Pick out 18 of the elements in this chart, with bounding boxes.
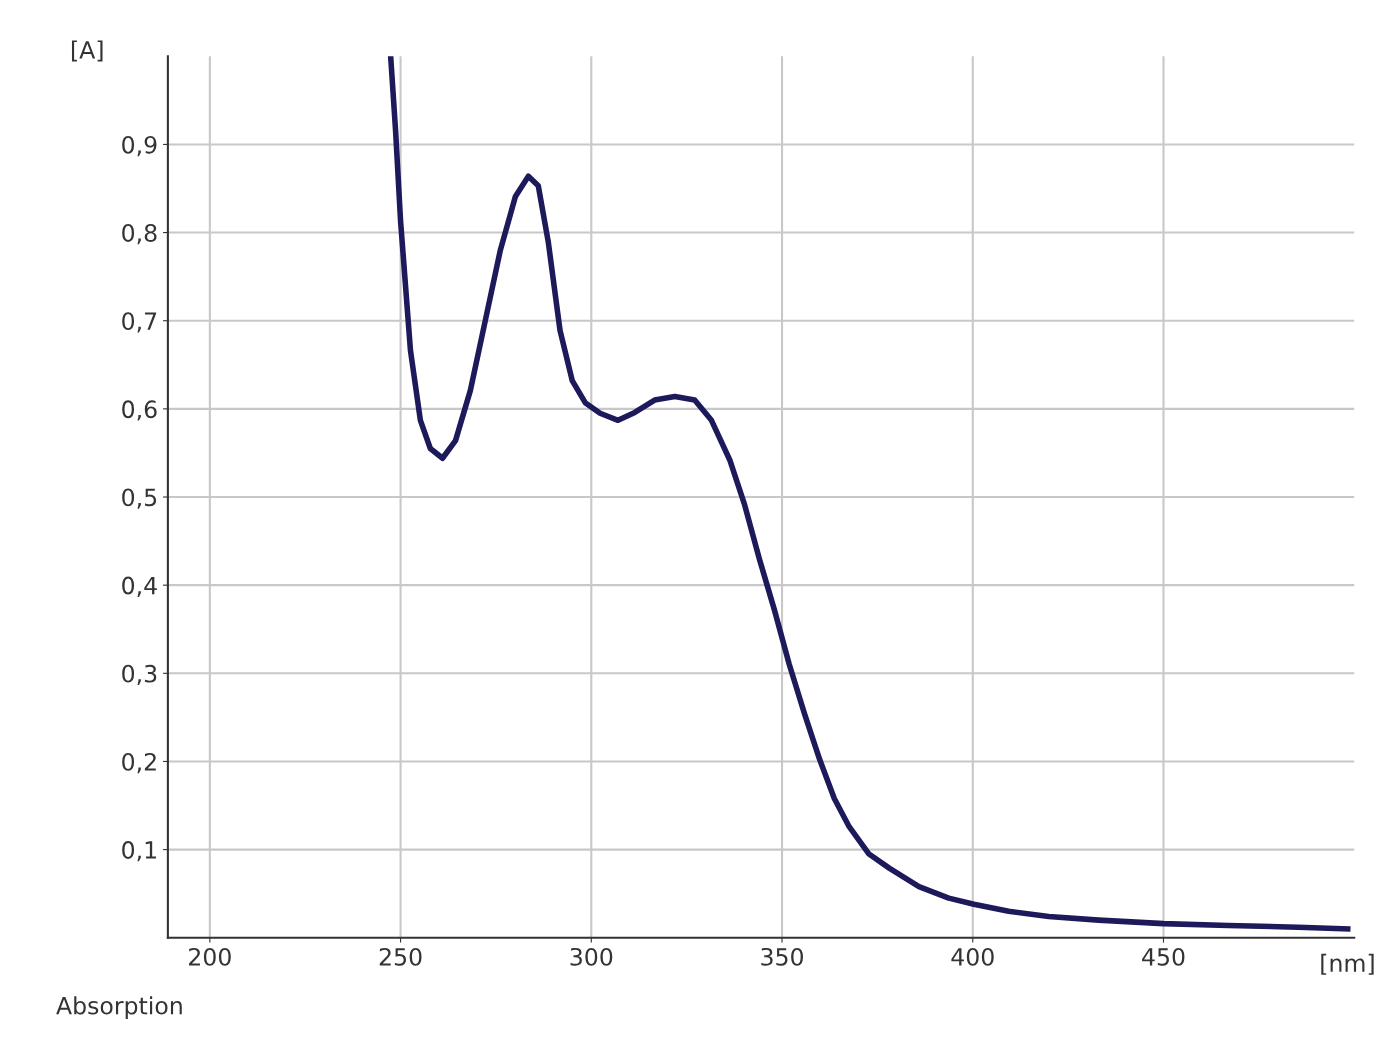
y-tick-label: 0,5 [122, 488, 157, 509]
y-tick-label: 0,3 [122, 664, 157, 686]
y-tick-label: 0,4 [122, 576, 157, 597]
y-tick-label: 0,6 [122, 400, 157, 421]
x-tick-label: 200 [189, 947, 231, 966]
y-tick-label: 0,9 [122, 135, 157, 157]
y-tick-label: 0,2 [122, 752, 156, 774]
x-tick-label: 300 [570, 947, 613, 966]
x-tick-label: 250 [379, 947, 422, 966]
y-tick-label: 0,8 [122, 224, 157, 245]
x-tick-label: 450 [1142, 947, 1185, 966]
y-axis-title: [A] [71, 40, 103, 62]
y-tick-label: 0,7 [122, 312, 157, 333]
x-axis-title: [nm] [1321, 953, 1374, 975]
x-tick-label: 350 [761, 947, 803, 966]
x-tick-label: 400 [951, 947, 994, 966]
y-tick-label: 0,1 [122, 841, 156, 862]
text: Absorption [56, 996, 182, 1020]
